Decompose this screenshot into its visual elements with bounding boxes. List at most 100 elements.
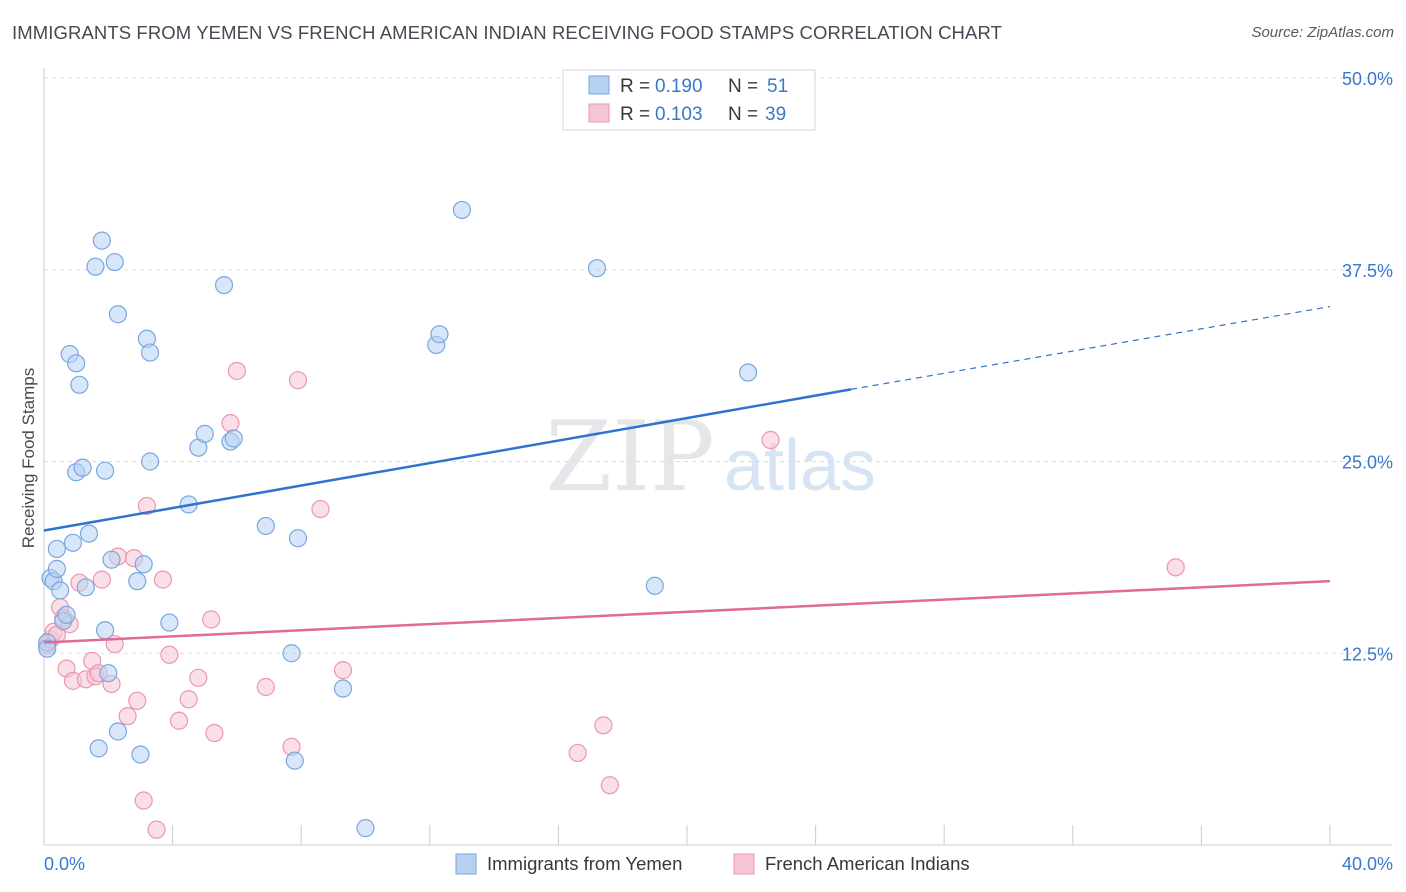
yemen-point-20 (95, 461, 115, 480)
y-axis-label: Receiving Food Stamps (19, 368, 38, 548)
trend-lines (43, 305, 1331, 644)
grid-lines (44, 77, 1392, 654)
yemen-point-41 (282, 644, 301, 663)
trend-line-yemen-dashed (850, 305, 1331, 390)
legend-r-label-pink: R = (620, 104, 650, 125)
french-american-indians-point-37 (333, 661, 353, 680)
yemen-point-16 (79, 524, 99, 543)
french-american-indians-point-22 (137, 496, 156, 516)
french-american-indians-point-28 (189, 668, 208, 687)
y-tick-label-3: 50.0% (1342, 69, 1393, 89)
french-american-indians-point-33 (256, 677, 275, 697)
french-american-indians-point-24 (153, 570, 173, 589)
french-american-indians-point-35 (288, 371, 308, 390)
trend-line-french-american-indians (43, 579, 1331, 644)
legend-n-label-blue: N = (728, 76, 758, 97)
y-tick-labels: 12.5% 25.0% 37.5% 50.0% (1342, 69, 1393, 664)
y-tick-label-1: 25.0% (1342, 453, 1393, 473)
yemen-point-4 (47, 559, 66, 578)
legend-n-value-pink: 39 (765, 104, 786, 125)
yemen-point-50 (738, 363, 758, 382)
legend-n-label-pink: N = (728, 104, 758, 125)
yemen-point-25 (108, 722, 128, 741)
yemen-point-28 (131, 745, 150, 764)
watermark: ZIP atlas (545, 401, 876, 513)
yemen-point-18 (89, 739, 108, 758)
x-tick-labels: 0.0% 40.0% (44, 854, 1393, 874)
yemen-point-45 (356, 819, 375, 838)
legend-label-yemen: Immigrants from Yemen (487, 853, 682, 874)
y-tick-label-0: 12.5% (1342, 644, 1393, 664)
series-legend: Immigrants from Yemen French American In… (455, 853, 970, 875)
french-american-indians-point-20 (128, 691, 147, 710)
yemen-point-13 (70, 375, 89, 394)
yemen-point-15 (76, 578, 95, 597)
yemen-point-8 (57, 605, 76, 625)
french-american-indians-point-21 (134, 791, 153, 810)
legend-r-value-blue: 0.190 (655, 76, 703, 97)
legend-swatch-yemen (455, 853, 477, 875)
yemen-point-24 (105, 252, 124, 272)
source-label: Source: ZipAtlas.com (1251, 24, 1394, 41)
yemen-point-42 (285, 751, 304, 770)
yemen-point-37 (214, 275, 234, 295)
french-american-indians-point-42 (1166, 558, 1185, 577)
trend-line-yemen-solid (43, 388, 852, 532)
legend-r-label-blue: R = (620, 76, 650, 97)
series-immigrants-from-yemen-points (38, 200, 758, 838)
french-american-indians-point-26 (169, 711, 189, 730)
french-american-indians-point-32 (227, 361, 246, 381)
yemen-point-22 (99, 664, 118, 683)
french-american-indians-point-36 (311, 499, 330, 519)
yemen-point-49 (587, 259, 607, 278)
axes (43, 68, 1392, 846)
yemen-point-1 (38, 639, 57, 658)
yemen-point-19 (92, 231, 111, 250)
correlation-legend: R = 0.190 N = 51 R = 0.103 N = 39 (562, 69, 816, 131)
yemen-point-36 (195, 424, 214, 443)
french-american-indians-point-39 (594, 716, 613, 735)
yemen-point-26 (108, 305, 128, 324)
yemen-point-32 (140, 452, 160, 471)
watermark-zip: ZIP (545, 401, 714, 513)
legend-swatch-pink (588, 103, 610, 123)
french-american-indians-point-14 (92, 570, 111, 589)
x-tick-label-0: 0.0% (44, 854, 85, 874)
yemen-point-27 (128, 572, 147, 591)
yemen-point-31 (140, 343, 160, 362)
watermark-atlas: atlas (724, 426, 876, 506)
legend-r-value-pink: 0.103 (655, 104, 703, 125)
yemen-point-43 (288, 529, 308, 548)
legend-n-value-blue: 51 (767, 76, 788, 97)
legend-swatch-french-american-indians (733, 853, 755, 875)
yemen-point-6 (50, 581, 70, 600)
yemen-point-44 (333, 679, 353, 698)
yemen-point-33 (160, 613, 179, 632)
x-tick-label-1: 40.0% (1342, 854, 1393, 874)
french-american-indians-point-23 (147, 820, 166, 839)
legend-swatch-blue (588, 75, 610, 95)
french-american-indians-point-31 (221, 414, 240, 433)
french-american-indians-point-29 (202, 610, 221, 629)
legend-label-french-american-indians: French American Indians (765, 853, 970, 874)
french-american-indians-point-18 (118, 707, 137, 726)
chart-title: IMMIGRANTS FROM YEMEN VS FRENCH AMERICAN… (12, 22, 1002, 43)
french-american-indians-point-27 (179, 690, 198, 709)
yemen-point-21 (95, 621, 115, 640)
yemen-point-23 (102, 550, 121, 569)
yemen-point-29 (134, 555, 153, 574)
y-tick-label-2: 37.5% (1342, 261, 1393, 281)
yemen-point-40 (256, 516, 275, 536)
yemen-point-10 (63, 533, 83, 552)
yemen-point-39 (224, 429, 243, 448)
french-american-indians-point-38 (568, 743, 587, 763)
french-american-indians-point-25 (160, 645, 179, 664)
yemen-point-51 (645, 576, 664, 595)
french-american-indians-point-41 (761, 430, 780, 450)
french-american-indians-point-30 (205, 723, 224, 743)
yemen-point-17 (86, 257, 105, 276)
yemen-point-48 (452, 200, 472, 220)
french-american-indians-point-40 (600, 776, 619, 795)
yemen-point-14 (73, 458, 92, 477)
